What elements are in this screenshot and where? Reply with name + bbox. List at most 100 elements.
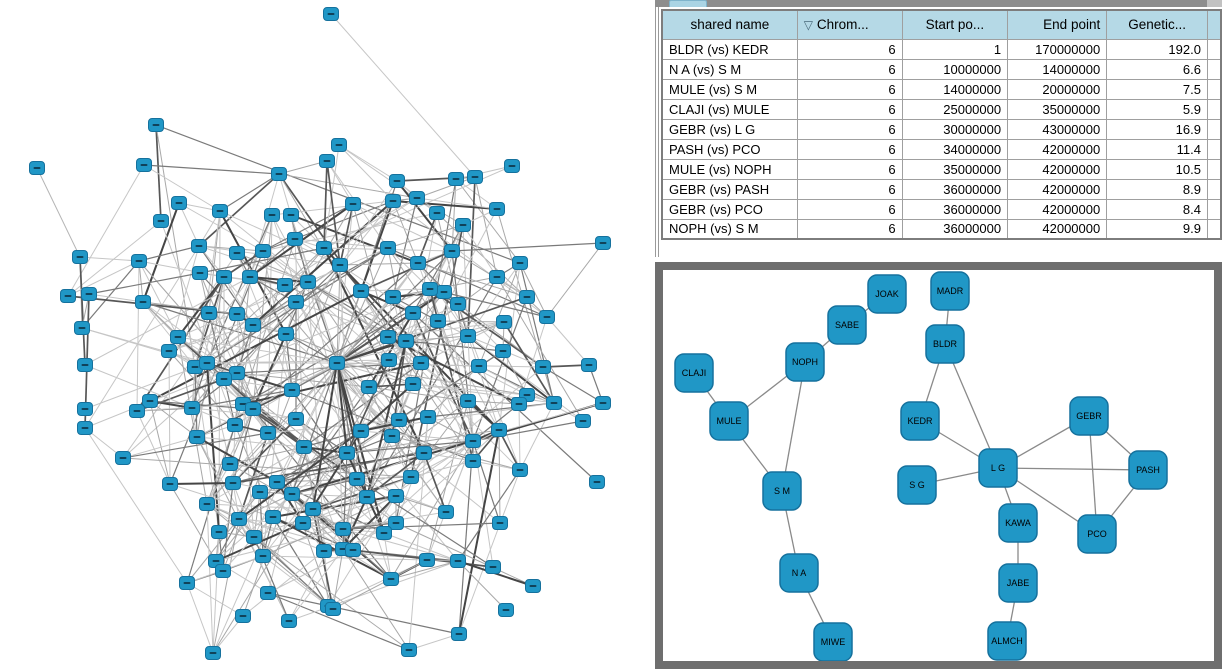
network-edge[interactable]: [142, 301, 338, 364]
node-shape[interactable]: [762, 471, 802, 511]
cell-shared-name[interactable]: GEBR (vs) PCO: [661, 198, 798, 220]
node-shape[interactable]: [900, 401, 940, 441]
network-node-almch[interactable]: ALMCH: [987, 621, 1027, 661]
dense-node[interactable]: [131, 254, 147, 268]
network-edge[interactable]: [206, 362, 231, 465]
dense-node[interactable]: [331, 138, 347, 152]
network-edge[interactable]: [336, 203, 354, 364]
dense-node[interactable]: [438, 505, 454, 519]
network-edge[interactable]: [215, 493, 293, 562]
network-edge[interactable]: [467, 400, 520, 405]
dense-node[interactable]: [271, 167, 287, 181]
network-edge[interactable]: [472, 296, 528, 442]
network-edge[interactable]: [122, 436, 198, 459]
network-edge[interactable]: [339, 203, 354, 266]
network-edge[interactable]: [496, 276, 584, 422]
network-edge[interactable]: [234, 424, 274, 518]
network-edge[interactable]: [387, 247, 439, 322]
network-edge-l-g-pash[interactable]: [997, 467, 1149, 471]
network-edge[interactable]: [291, 493, 368, 498]
network-edge[interactable]: [405, 340, 469, 402]
network-edge[interactable]: [160, 220, 236, 426]
network-edge[interactable]: [457, 469, 521, 562]
dense-node[interactable]: [384, 429, 400, 443]
table-row[interactable]: NOPH (vs) S M 6 36000000 42000000 9.9: [661, 218, 1222, 240]
dense-node[interactable]: [295, 516, 311, 530]
network-edge[interactable]: [519, 262, 548, 318]
network-edge[interactable]: [417, 212, 438, 264]
network-edge[interactable]: [356, 478, 494, 568]
node-shape[interactable]: [867, 274, 907, 314]
cell-start-po[interactable]: 25000000: [901, 98, 1009, 120]
dense-node[interactable]: [184, 401, 200, 415]
dense-node[interactable]: [179, 576, 195, 590]
network-edge[interactable]: [177, 336, 208, 505]
network-edge[interactable]: [336, 288, 431, 364]
network-edge[interactable]: [416, 197, 498, 210]
cell-chrom[interactable]: 6: [796, 98, 903, 120]
cell-shared-name[interactable]: NOPH (vs) S M: [661, 218, 798, 240]
dense-node[interactable]: [388, 516, 404, 530]
network-edge[interactable]: [67, 164, 145, 297]
dense-node[interactable]: [201, 306, 217, 320]
network-edge[interactable]: [462, 224, 498, 278]
network-node-kawa[interactable]: KAWA: [998, 503, 1038, 543]
dense-node[interactable]: [72, 250, 88, 264]
network-edge[interactable]: [383, 429, 500, 534]
network-edge[interactable]: [285, 333, 338, 364]
dense-node[interactable]: [430, 314, 446, 328]
cell-genetic[interactable]: 192.0: [1106, 38, 1208, 60]
dense-node[interactable]: [385, 290, 401, 304]
network-node-claji[interactable]: CLAJI: [674, 353, 714, 393]
network-edge-bldr-l-g[interactable]: [944, 343, 999, 469]
network-edge[interactable]: [138, 260, 179, 338]
table-row[interactable]: GEBR (vs) PCO 6 36000000 42000000 8.4: [661, 198, 1222, 220]
network-edge[interactable]: [242, 550, 325, 617]
cell-start-po[interactable]: 14000000: [901, 78, 1009, 100]
network-node-bldr[interactable]: BLDR: [925, 324, 965, 364]
network-edge[interactable]: [368, 386, 469, 402]
dense-node[interactable]: [281, 614, 297, 628]
network-edge[interactable]: [423, 452, 447, 513]
network-edge[interactable]: [458, 440, 474, 635]
dense-node[interactable]: [60, 289, 76, 303]
network-edge[interactable]: [391, 435, 501, 524]
network-edge[interactable]: [122, 432, 269, 459]
dense-node[interactable]: [277, 278, 293, 292]
network-edge[interactable]: [276, 435, 393, 483]
network-edge[interactable]: [262, 555, 428, 561]
network-edge[interactable]: [455, 178, 521, 264]
network-edge[interactable]: [198, 245, 459, 562]
network-edge[interactable]: [336, 290, 362, 364]
network-edge[interactable]: [346, 452, 397, 497]
dense-node[interactable]: [450, 297, 466, 311]
cell-shared-name[interactable]: MULE (vs) S M: [661, 78, 798, 100]
table-row[interactable]: CLAJI (vs) MULE 6 25000000 35000000 5.9: [661, 98, 1222, 120]
network-edge[interactable]: [312, 440, 474, 510]
column-header-start-po[interactable]: Start po...: [901, 9, 1009, 40]
dense-node[interactable]: [29, 161, 45, 175]
network-node-kedr[interactable]: KEDR: [900, 401, 940, 441]
network-node-noph[interactable]: NOPH: [785, 342, 825, 382]
dense-node[interactable]: [416, 446, 432, 460]
dense-node[interactable]: [269, 475, 285, 489]
network-edge[interactable]: [458, 429, 500, 635]
network-edge[interactable]: [467, 335, 584, 422]
network-edge[interactable]: [262, 250, 293, 391]
cell-chrom[interactable]: 6: [796, 118, 903, 140]
network-edge[interactable]: [339, 264, 414, 314]
network-edge[interactable]: [168, 350, 236, 426]
network-edge[interactable]: [346, 440, 474, 454]
network-edge[interactable]: [136, 410, 171, 485]
dense-node[interactable]: [171, 196, 187, 210]
network-edge[interactable]: [410, 460, 474, 478]
table-left-scroll-edge[interactable]: [655, 7, 659, 257]
dense-node[interactable]: [229, 246, 245, 260]
dense-node[interactable]: [398, 334, 414, 348]
cell-start-po[interactable]: 35000000: [901, 158, 1009, 180]
dense-node[interactable]: [405, 306, 421, 320]
network-edge[interactable]: [142, 301, 196, 368]
network-edge[interactable]: [546, 242, 604, 318]
node-shape[interactable]: [930, 271, 970, 311]
network-edge[interactable]: [177, 247, 389, 338]
